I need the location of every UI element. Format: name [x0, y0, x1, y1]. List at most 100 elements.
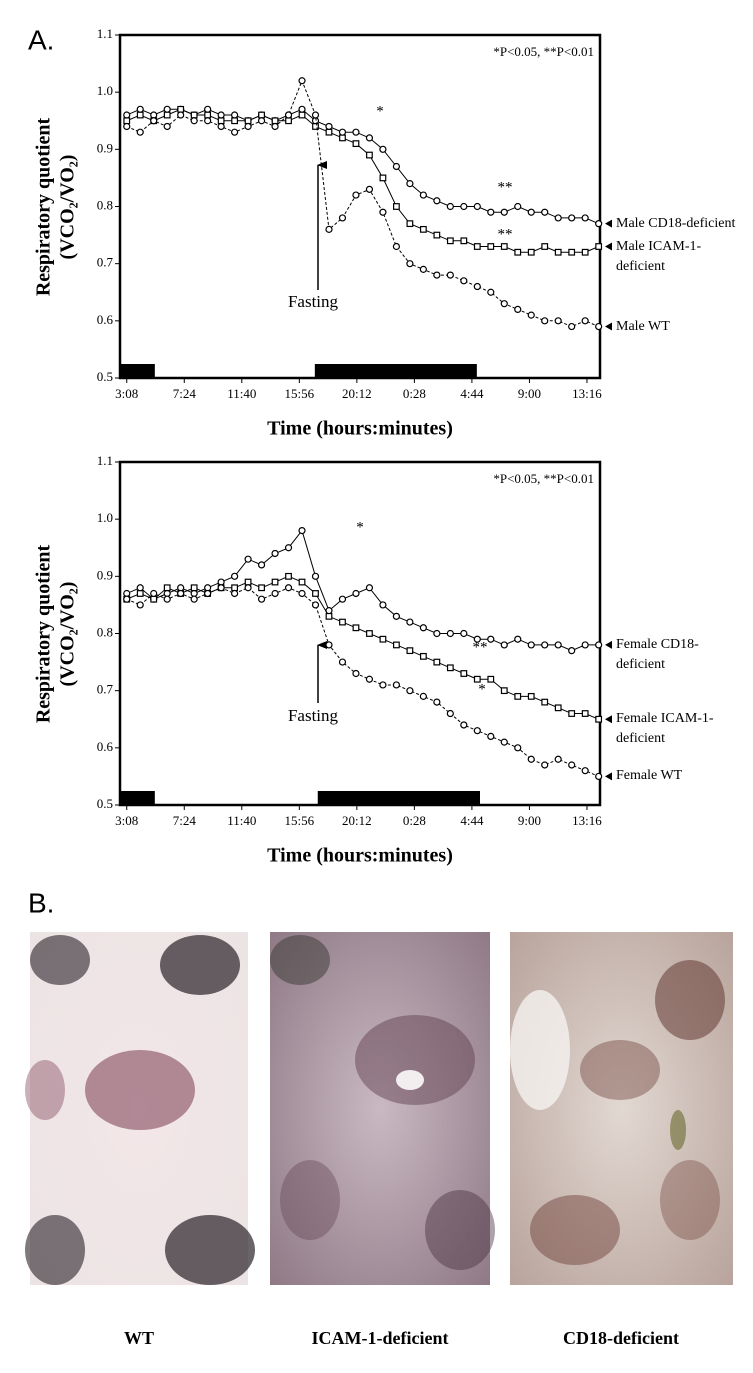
data-point: [352, 624, 360, 632]
data-point: [271, 117, 279, 125]
data-point: [190, 595, 198, 603]
data-point: [487, 635, 495, 643]
data-point: [352, 191, 360, 199]
data-point: [568, 322, 576, 331]
data-point: [568, 710, 576, 717]
data-point: [298, 77, 306, 85]
data-point: [352, 589, 360, 598]
data-point: [379, 681, 387, 689]
dark-period: [120, 364, 155, 378]
series-label: Female WT: [616, 768, 683, 784]
y-tick-label: 0.7: [97, 682, 114, 697]
data-point: [406, 220, 414, 228]
data-point: [271, 578, 279, 586]
x-tick-label: 3:08: [115, 813, 138, 828]
data-point: [136, 584, 144, 592]
data-point: [514, 744, 522, 752]
significance-mark: *: [376, 103, 384, 119]
data-point: [406, 618, 414, 626]
data-point: [257, 595, 266, 603]
x-tick-label: 4:44: [460, 386, 484, 401]
data-point: [554, 704, 562, 712]
data-point: [541, 208, 549, 216]
data-point: [460, 629, 468, 638]
data-point: [325, 128, 333, 136]
data-point: [365, 584, 374, 592]
fasting-label: Fasting: [288, 292, 339, 311]
data-point: [231, 584, 239, 592]
data-point: [204, 117, 212, 125]
data-point: [204, 105, 212, 113]
data-point: [514, 305, 522, 313]
data-point: [393, 641, 400, 649]
data-point: [257, 117, 266, 125]
data-point: [554, 248, 562, 256]
data-point: [541, 317, 549, 325]
data-point: [595, 715, 603, 723]
data-point: [325, 122, 333, 131]
data-point: [258, 584, 265, 592]
end-label-pointer: [605, 322, 612, 331]
data-point: [581, 214, 589, 222]
data-point: [338, 595, 347, 603]
data-point: [595, 220, 603, 228]
end-label-pointer: [605, 715, 612, 724]
data-point: [311, 572, 320, 580]
data-point: [446, 664, 454, 672]
data-point: [487, 288, 495, 296]
y-tick-label: 0.6: [97, 739, 114, 754]
data-point: [298, 105, 306, 113]
data-point: [123, 122, 131, 131]
data-point: [460, 202, 468, 211]
plot-frame: [118, 460, 602, 807]
data-point: [338, 658, 347, 666]
y-tick-label: 0.7: [97, 255, 114, 270]
micrograph-label: ICAM-1-deficient: [312, 1328, 449, 1348]
micrograph-label: WT: [124, 1328, 154, 1348]
data-point: [231, 589, 239, 598]
x-tick-label: 11:40: [227, 386, 256, 401]
x-tick-label: 7:24: [173, 386, 197, 401]
data-point: [595, 641, 603, 649]
y-tick-label: 0.6: [97, 312, 114, 327]
data-point: [581, 767, 589, 775]
data-point: [554, 641, 562, 649]
data-point: [352, 128, 360, 136]
dark-period: [120, 791, 155, 805]
data-point: [244, 122, 252, 131]
data-point: [514, 692, 522, 700]
data-point: [339, 618, 346, 626]
data-point: [473, 202, 481, 211]
data-point: [473, 282, 481, 291]
data-point: [217, 111, 225, 119]
data-point: [568, 647, 576, 655]
series-label: Female CD18-deficient: [616, 636, 699, 672]
end-label-pointer: [605, 242, 612, 251]
data-point: [487, 732, 495, 741]
data-point: [487, 208, 495, 216]
data-point: [568, 248, 576, 256]
x-axis-title: Time (hours:minutes): [267, 845, 453, 867]
data-point: [379, 635, 387, 643]
data-point: [204, 589, 212, 598]
data-point: [231, 117, 239, 125]
data-point: [568, 761, 576, 769]
data-point: [190, 117, 198, 125]
data-point: [568, 214, 576, 222]
data-point: [595, 772, 603, 781]
data-point: [217, 578, 225, 586]
data-point: [541, 641, 549, 649]
y-tick-label: 0.5: [97, 369, 113, 384]
data-point: [392, 242, 401, 251]
data-point: [379, 174, 387, 182]
data-point: [204, 111, 212, 119]
data-point: [500, 300, 508, 308]
data-point: [392, 612, 401, 620]
data-point: [473, 727, 481, 735]
data-point: [419, 692, 427, 700]
data-point: [312, 590, 319, 597]
data-point: [136, 128, 144, 136]
data-point: [527, 248, 535, 256]
data-point: [244, 578, 252, 586]
